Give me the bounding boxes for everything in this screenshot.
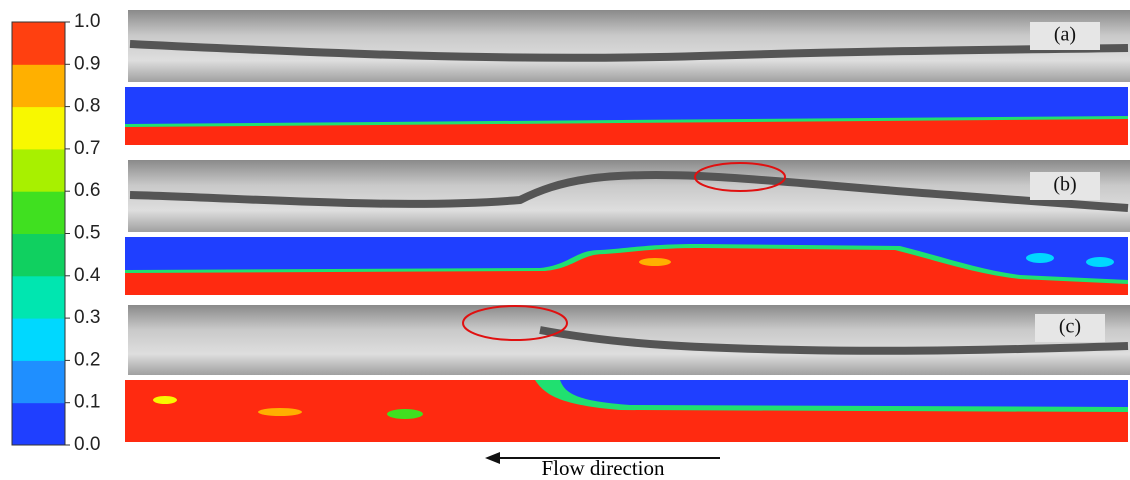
tick-label: 1.0: [74, 11, 100, 32]
panel-label: (b): [1053, 174, 1076, 196]
color-band: [12, 107, 65, 150]
tick-label: 0.3: [74, 307, 100, 328]
droplet: [153, 396, 177, 404]
color-band: [12, 276, 65, 319]
flow-label: Flow direction: [541, 456, 665, 480]
tick-label: 0.2: [74, 349, 100, 370]
tick-label: 0.8: [74, 96, 100, 117]
figure: 0.0 0.1 0.2 0.3 0.4 0.5 0.6 0.7 0.8 0.9 1.0 (a) (b…: [0, 0, 1130, 480]
panel-label: (a): [1054, 24, 1076, 46]
colorbar: 0.0 0.1 0.2 0.3 0.4 0.5 0.6 0.7 0.8 0.9 1.0: [12, 11, 101, 455]
color-band: [12, 149, 65, 192]
droplet: [639, 258, 671, 266]
tick-label: 0.1: [74, 392, 100, 413]
color-band: [12, 403, 65, 446]
tick-label: 0.9: [74, 53, 100, 74]
droplet: [1086, 257, 1114, 267]
droplet: [387, 409, 423, 419]
droplet: [258, 408, 302, 416]
tick-label: 0.6: [74, 180, 100, 201]
color-band: [12, 360, 65, 403]
gas: [560, 380, 1128, 407]
arrow-head: [485, 452, 500, 464]
tick-label: 0.7: [74, 138, 100, 159]
droplet: [1026, 253, 1054, 263]
color-band: [12, 318, 65, 361]
tick-label: 0.4: [74, 265, 101, 286]
tick-label: 0.5: [74, 223, 100, 244]
tick-label: 0.0: [74, 434, 100, 455]
color-band: [12, 64, 65, 107]
color-band: [12, 22, 65, 65]
panel-label: (c): [1059, 316, 1081, 338]
color-band: [12, 191, 65, 234]
color-band: [12, 234, 65, 277]
